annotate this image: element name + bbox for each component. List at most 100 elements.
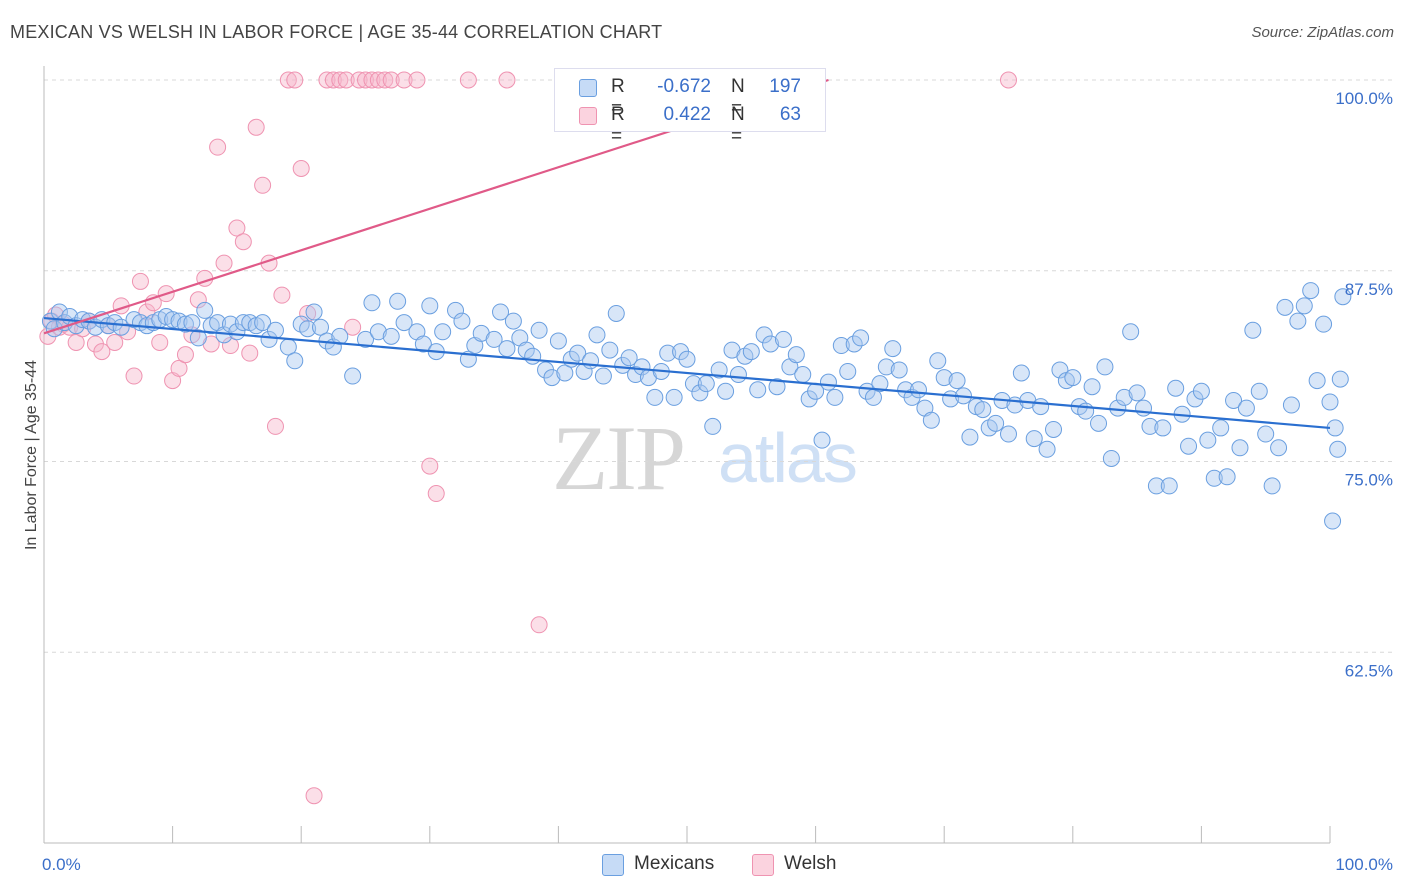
mexicans-point: [176, 315, 194, 333]
mexicans-point: [1315, 315, 1333, 333]
welsh-point: [408, 71, 426, 89]
mexicans-point: [254, 314, 272, 332]
mexicans-point: [1244, 321, 1262, 339]
mexicans-point: [382, 327, 400, 345]
watermark-atlas: atlas: [718, 419, 858, 497]
welsh-point: [318, 71, 336, 89]
welsh-point: [344, 318, 362, 336]
welsh-point: [331, 71, 349, 89]
mexicans-point: [1038, 440, 1056, 458]
mexicans-point: [961, 428, 979, 446]
mexicans-point: [1154, 419, 1172, 437]
mexicans-point: [1257, 425, 1275, 443]
mexicans-point: [369, 323, 387, 341]
mexicans-point: [1141, 417, 1159, 435]
axes: [43, 66, 1331, 844]
mexicans-point: [974, 401, 992, 419]
y-tick-label: 62.5%: [1345, 661, 1393, 680]
x-tick-label: 100.0%: [1335, 855, 1393, 874]
welsh-point: [176, 346, 194, 364]
mexicans-point: [832, 337, 850, 355]
mexicans-point: [305, 303, 323, 321]
mexicans-point: [1083, 378, 1101, 396]
mexicans-point: [935, 369, 953, 387]
mexicans-point: [1167, 379, 1185, 397]
mexicans-point: [569, 344, 587, 362]
r-label: R =: [611, 104, 625, 147]
mexicans-point: [549, 332, 567, 350]
mexicans-point: [357, 330, 374, 348]
mexicans-point: [1135, 399, 1153, 417]
mexicans-points: [41, 282, 1352, 530]
mexicans-point: [633, 358, 651, 376]
mexicans-point: [1115, 388, 1133, 406]
welsh-point: [427, 485, 445, 503]
mexicans-point: [646, 388, 664, 406]
mexicans-point: [794, 366, 812, 384]
r-value: 0.422: [663, 104, 711, 125]
mexicans-point: [948, 372, 966, 390]
mexicans-point: [582, 352, 600, 370]
welsh-point: [305, 787, 323, 805]
mexicans-point: [1090, 414, 1108, 432]
welsh-point: [382, 71, 400, 89]
n-label: N =: [731, 76, 745, 119]
welsh-point: [299, 304, 317, 322]
mexicans-point: [1295, 297, 1313, 315]
r-value: -0.672: [657, 76, 711, 97]
mexicans-point: [1064, 369, 1082, 387]
welsh-point: [530, 616, 548, 634]
mexicans-point: [1045, 420, 1063, 438]
mexicans-point: [684, 375, 702, 393]
mexicans-point: [1231, 439, 1249, 457]
welsh-point: [138, 303, 156, 321]
welsh-point: [254, 176, 272, 194]
mexicans-point: [485, 330, 503, 348]
mexicans-point: [1289, 312, 1307, 330]
stats-box: R = -0.672 N = 197 R = 0.422 N = 63: [554, 68, 826, 147]
mexicans-point: [1308, 372, 1326, 390]
welsh-point: [131, 272, 149, 290]
mexicans-trend-line: [43, 316, 1331, 430]
y-tick-label: 75.0%: [1345, 471, 1393, 490]
legend-item-welsh[interactable]: Welsh: [752, 852, 852, 876]
mexicans-point: [234, 314, 252, 332]
welsh-point: [170, 359, 188, 377]
legend-item-mexicans[interactable]: Mexicans: [602, 852, 732, 876]
mexicans-point: [1331, 370, 1349, 388]
mexicans-point: [1160, 477, 1178, 495]
source-credit: Source: ZipAtlas.com: [1251, 24, 1394, 41]
mexicans-point: [691, 384, 709, 402]
legend-label: Mexicans: [634, 853, 715, 874]
welsh-point: [247, 118, 265, 136]
mexicans-point: [1000, 425, 1017, 443]
mexicans-point: [1096, 358, 1114, 376]
mexicans-point: [774, 330, 792, 348]
mexicans-point: [1324, 512, 1342, 530]
welsh-legend-swatch: [752, 854, 774, 876]
mexicans-point: [884, 340, 902, 358]
mexicans-point: [1250, 382, 1268, 400]
mexicans-point: [588, 326, 606, 344]
mexicans-point: [164, 311, 182, 329]
legend-label: Welsh: [784, 853, 837, 874]
mexicans-point: [678, 350, 696, 368]
mexicans-point: [877, 358, 895, 376]
welsh-point: [234, 233, 252, 251]
mexicans-point: [1199, 431, 1217, 449]
welsh-point: [273, 286, 291, 304]
watermark-zip: ZIP: [552, 407, 686, 509]
mexicans-point: [1263, 477, 1281, 495]
mexicans-point: [498, 340, 516, 358]
mexicans-point: [871, 375, 889, 393]
mexicans-point: [601, 341, 619, 359]
welsh-point: [151, 333, 169, 351]
mexicans-point: [299, 320, 317, 338]
welsh-point: [357, 71, 374, 89]
mexicans-point: [1025, 430, 1043, 448]
mexicans-point: [414, 335, 432, 353]
welsh-point: [363, 71, 381, 89]
mexicans-point: [1128, 384, 1146, 402]
mexicans-point: [1012, 364, 1030, 382]
mexicans-point: [266, 321, 284, 339]
